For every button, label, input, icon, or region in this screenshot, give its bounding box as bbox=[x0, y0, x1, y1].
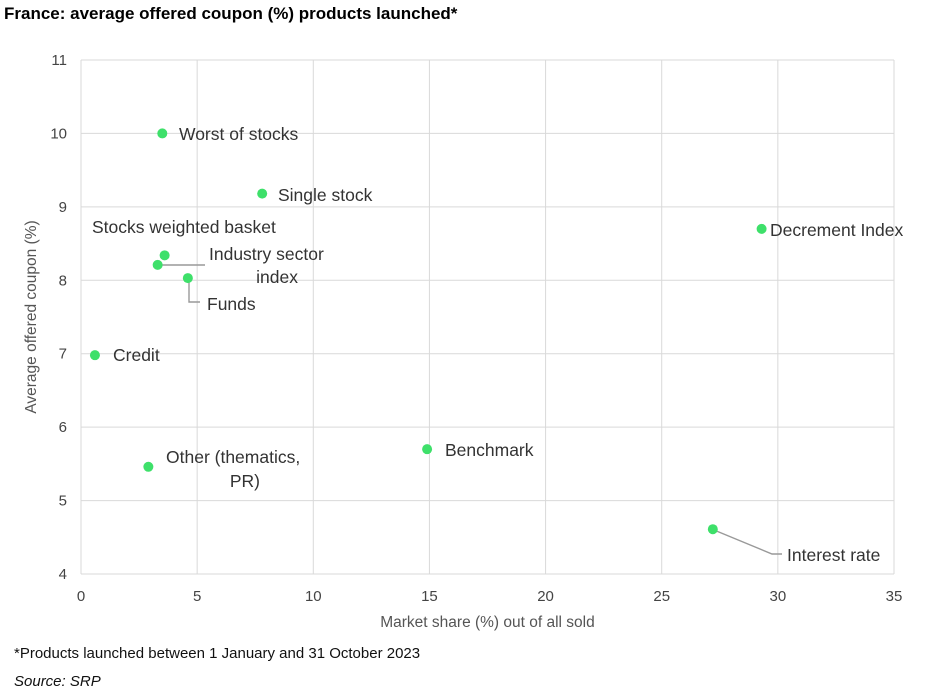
point-label: Worst of stocks bbox=[179, 124, 299, 144]
data-points bbox=[89, 128, 767, 535]
y-tick-label: 6 bbox=[59, 419, 67, 436]
footnote: *Products launched between 1 January and… bbox=[14, 645, 421, 662]
scatter-chart: 0 5 10 15 20 25 30 35 4 5 6 7 8 9 10 11 Worst of stock… bbox=[23, 52, 904, 631]
x-tick-label: 15 bbox=[421, 588, 438, 605]
y-axis-label: Average offered coupon (%) bbox=[23, 220, 40, 413]
data-point bbox=[89, 350, 100, 361]
x-tick-label: 35 bbox=[886, 588, 903, 605]
x-tick-label: 25 bbox=[653, 588, 670, 605]
x-axis-label: Market share (%) out of all sold bbox=[380, 614, 595, 631]
x-tick-label: 10 bbox=[305, 588, 322, 605]
x-tick-label: 30 bbox=[770, 588, 787, 605]
data-point bbox=[257, 188, 268, 199]
y-tick-labels: 4 5 6 7 8 9 10 11 bbox=[50, 52, 67, 583]
data-point bbox=[152, 259, 163, 270]
leader-line bbox=[713, 529, 782, 555]
source-note: Source: SRP bbox=[14, 673, 101, 690]
point-label: Other (thematics, PR) bbox=[166, 447, 300, 491]
data-point bbox=[143, 461, 154, 472]
data-point bbox=[182, 273, 193, 284]
leader-lines bbox=[160, 264, 782, 555]
data-point bbox=[157, 128, 168, 139]
point-label: Single stock bbox=[278, 185, 373, 205]
data-point bbox=[422, 444, 433, 455]
x-tick-label: 5 bbox=[193, 588, 201, 605]
grid-lines bbox=[80, 59, 895, 575]
y-tick-label: 7 bbox=[59, 346, 67, 363]
x-tick-labels: 0 5 10 15 20 25 30 35 bbox=[77, 588, 903, 605]
y-tick-label: 5 bbox=[59, 493, 67, 510]
point-label: Stocks weighted basket bbox=[92, 217, 276, 237]
point-label: Decrement Index bbox=[770, 220, 904, 240]
point-label: Funds bbox=[207, 294, 256, 314]
x-tick-label: 20 bbox=[537, 588, 554, 605]
data-point bbox=[707, 524, 718, 535]
y-tick-label: 10 bbox=[50, 125, 67, 142]
chart-title: France: average offered coupon (%) produ… bbox=[4, 4, 458, 23]
x-tick-label: 0 bbox=[77, 588, 85, 605]
data-point bbox=[159, 250, 170, 261]
point-labels: Worst of stocks Single stock Decrement Ind… bbox=[92, 124, 904, 565]
y-tick-label: 9 bbox=[59, 199, 67, 216]
y-tick-label: 8 bbox=[59, 272, 67, 289]
leader-line bbox=[188, 281, 200, 303]
point-label: Industry sector index bbox=[209, 244, 324, 287]
point-label: Credit bbox=[113, 345, 160, 365]
point-label: Interest rate bbox=[787, 545, 880, 565]
point-label: Benchmark bbox=[445, 440, 534, 460]
y-tick-label: 4 bbox=[59, 566, 67, 583]
y-tick-label: 11 bbox=[51, 52, 67, 69]
data-point bbox=[756, 223, 767, 234]
